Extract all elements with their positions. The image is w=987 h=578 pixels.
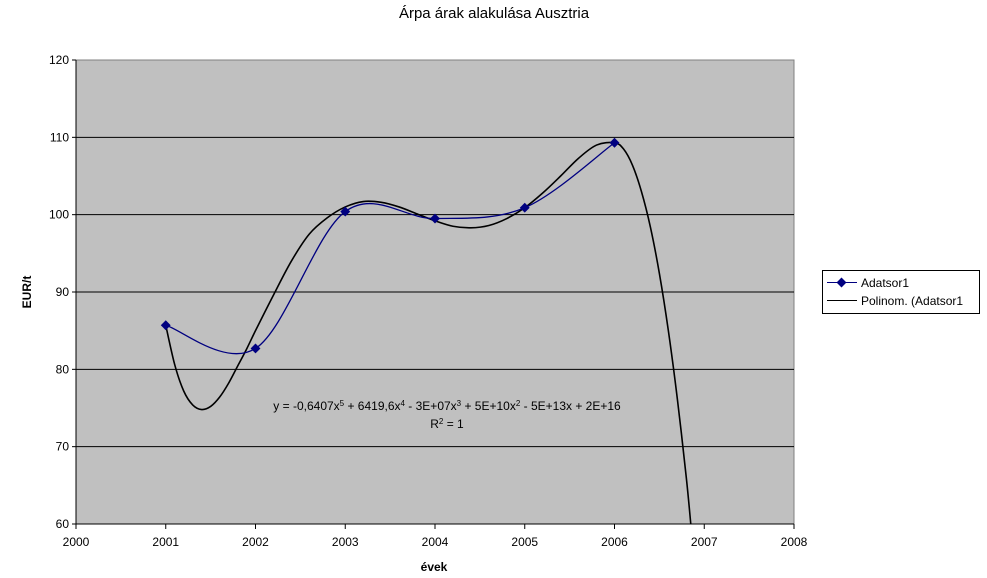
series-line-adatsor1 [165, 142, 615, 355]
x-tick-label: 2008 [781, 535, 808, 549]
data-point-marker [160, 320, 171, 331]
legend-swatch-polinom [827, 295, 857, 307]
x-tick-label: 2002 [242, 535, 269, 549]
legend-label-adatsor1: Adatsor1 [861, 276, 910, 290]
y-tick-label: 100 [49, 208, 69, 222]
trendline-r-squared: R2 = 1 [430, 417, 464, 432]
data-point-marker [609, 137, 620, 148]
y-tick-label: 120 [49, 53, 69, 67]
x-tick-label: 2000 [63, 535, 90, 549]
x-tick-label: 2004 [422, 535, 449, 549]
x-axis-label: évek [421, 560, 448, 574]
data-point-marker [519, 202, 530, 213]
x-tick-label: 2001 [152, 535, 179, 549]
legend-item-polinom: Polinom. (Adatsor1 [827, 293, 963, 309]
y-tick-label: 70 [56, 440, 70, 454]
data-point-marker [340, 206, 351, 217]
trendline-equation: y = -0,6407x5 + 6419,6x4 - 3E+07x3 + 5E+… [273, 399, 621, 414]
data-point-marker [430, 213, 440, 224]
legend-item-adatsor1: Adatsor1 [827, 275, 909, 291]
diamond-marker-icon [836, 277, 847, 288]
y-tick-label: 80 [56, 362, 70, 376]
y-axis-label: EUR/t [20, 276, 34, 309]
x-tick-label: 2007 [691, 535, 718, 549]
x-tick-label: 2005 [511, 535, 538, 549]
y-tick-label: 90 [56, 285, 70, 299]
legend: Adatsor1 Polinom. (Adatsor1 [822, 270, 980, 314]
x-tick-label: 2006 [601, 535, 628, 549]
data-point-marker [250, 343, 261, 354]
x-tick-label: 2003 [332, 535, 359, 549]
legend-label-polinom: Polinom. (Adatsor1 [861, 294, 964, 308]
y-tick-label: 110 [50, 130, 69, 144]
series-layer [160, 137, 692, 525]
x-axis: 2000 2001 2002 2003 2004 2005 2006 2007 2008 [63, 523, 808, 549]
legend-swatch-adatsor1 [827, 277, 857, 289]
chart-title: Árpa árak alakulása Ausztria [399, 5, 590, 22]
y-tick-label: 60 [56, 517, 70, 531]
y-axis: 60 70 80 90 100 110 120 [49, 53, 77, 531]
